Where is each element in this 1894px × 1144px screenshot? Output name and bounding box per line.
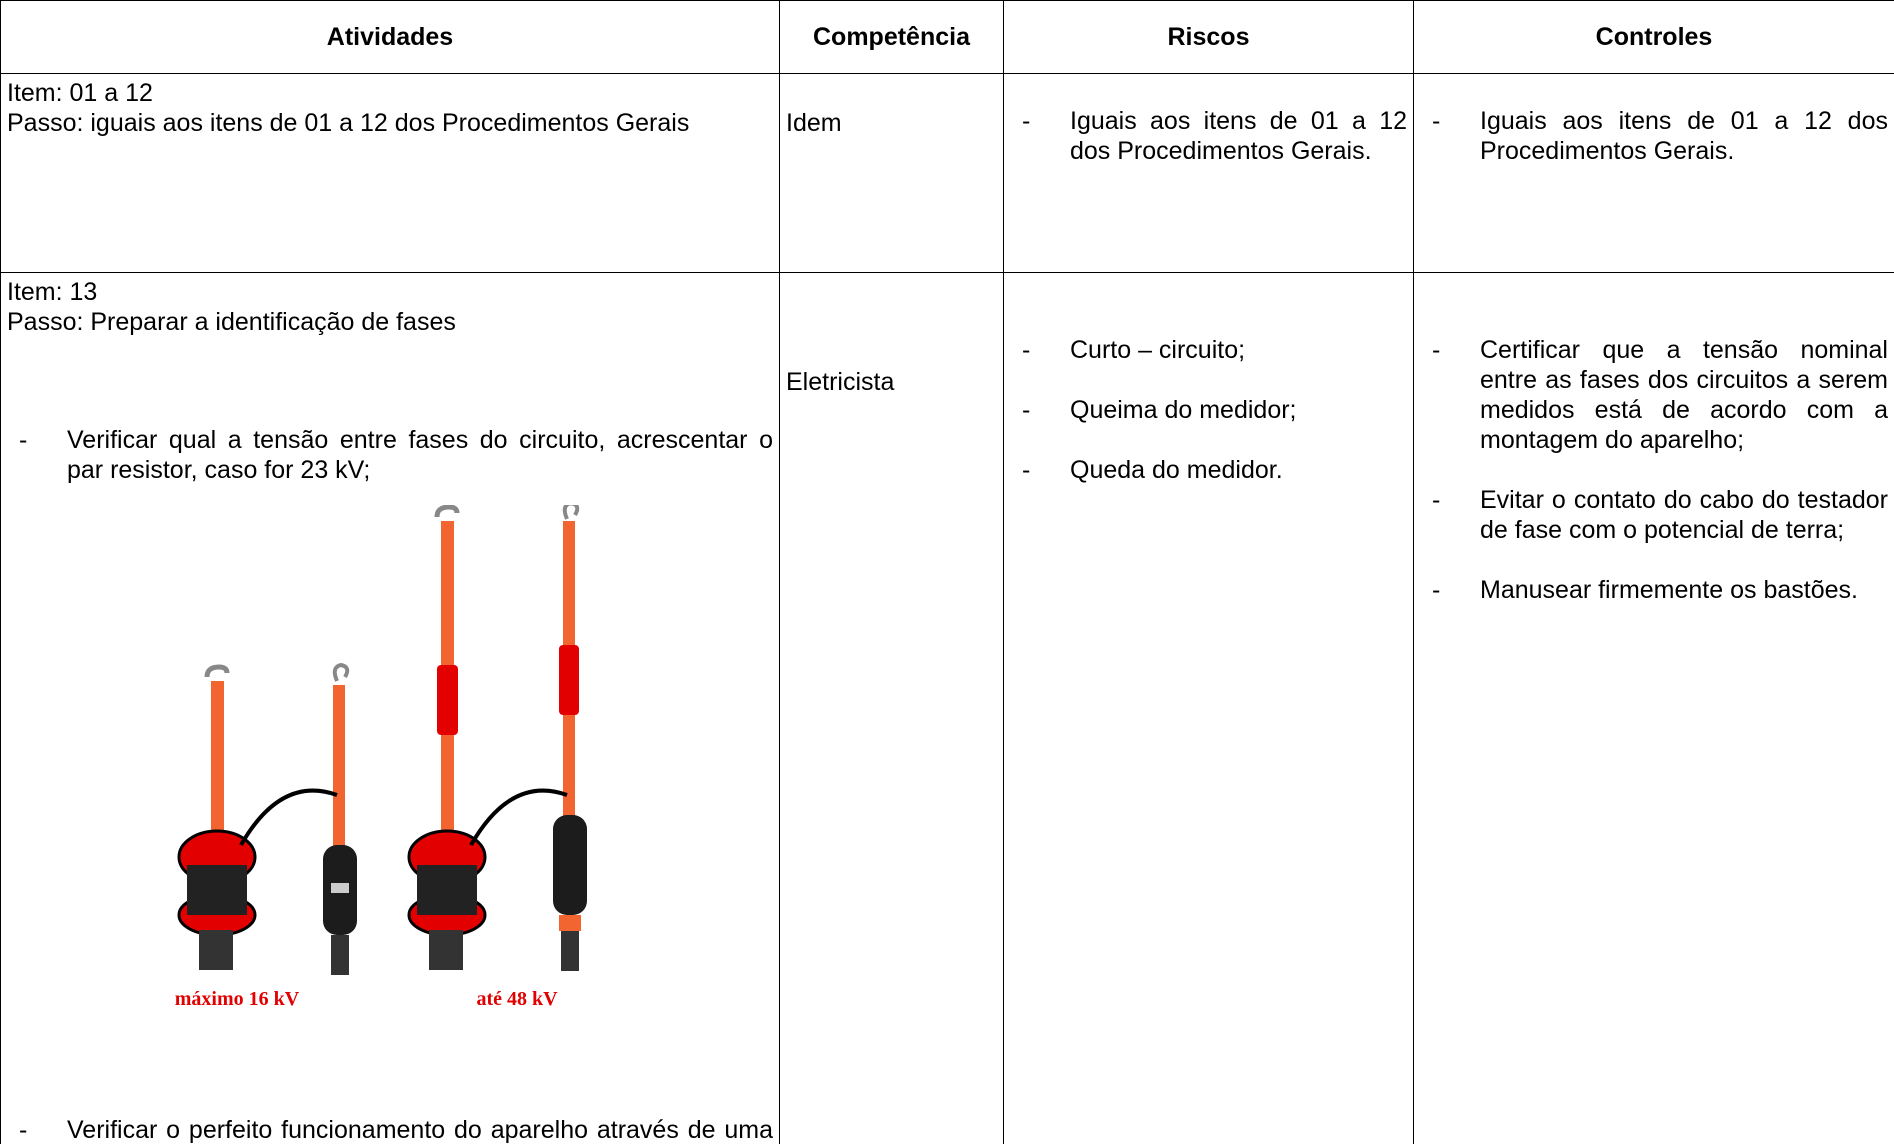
step: Verificar qual a tensão entre fases do c… <box>7 425 773 485</box>
risk: Curto – circuito; <box>1010 335 1407 365</box>
competence: Idem <box>779 73 1004 273</box>
control: Iguais aos itens de 01 a 12 dos Procedim… <box>1420 106 1888 166</box>
header-cell: Riscos <box>1003 0 1414 74</box>
step-title: Passo: Preparar a identificação de fases <box>7 308 456 336</box>
caption: máximo 16 kV <box>175 988 300 1010</box>
competence: Eletricista <box>779 272 1004 1144</box>
step-list: Verificar o perfeito funcionamento do ap… <box>7 1085 773 1144</box>
control: Evitar o contato do cabo do testador de … <box>1420 485 1888 545</box>
risks-cell: Iguais aos itens de 01 a 12 dos Procedim… <box>1003 73 1414 273</box>
activity-cell: Item: 01 a 12 Passo: iguais aos itens de… <box>0 73 780 273</box>
risks-cell: Curto – circuito; Queima do medidor; Queda… <box>1003 272 1414 1144</box>
item: Item: 13 <box>7 278 98 306</box>
step: Verificar o perfeito funcionamento do ap… <box>7 1115 773 1144</box>
caption: até 48 kV <box>476 988 558 1010</box>
controls-cell: Iguais aos itens de 01 a 12 dos Procedim… <box>1413 73 1894 273</box>
step-list: Verificar qual a tensão entre fases do c… <box>7 395 773 485</box>
control: Manusear firmemente os bastões. <box>1420 575 1888 605</box>
device-short <box>177 662 357 975</box>
risk: Queda do medidor. <box>1010 455 1407 485</box>
control: Certificar que a tensão nominal entre as… <box>1420 335 1888 455</box>
risk-list: Iguais aos itens de 01 a 12 dos Procedim… <box>1010 106 1407 166</box>
device-tall <box>407 505 587 971</box>
control-list: Certificar que a tensão nominal entre as… <box>1420 335 1888 605</box>
risk-list: Curto – circuito; Queima do medidor; Queda… <box>1010 335 1407 485</box>
step-title: Passo: iguais aos itens de 01 a 12 dos P… <box>7 109 690 137</box>
row: Item: 13 Passo: Preparar a identificação… <box>0 272 1894 1144</box>
header-cell: Atividades <box>0 0 780 74</box>
phase-tester-illustration: máximo 16 kV até 48 kV <box>175 505 587 1010</box>
risk: Iguais aos itens de 01 a 12 dos Procedim… <box>1010 106 1407 166</box>
header-row: Atividades Competência Riscos Controles <box>0 0 1894 74</box>
header-cell: Competência <box>779 0 1004 74</box>
controls-cell: Certificar que a tensão nominal entre as… <box>1413 272 1894 1144</box>
row: Item: 01 a 12 Passo: iguais aos itens de… <box>0 73 1894 273</box>
control-list: Iguais aos itens de 01 a 12 dos Procedim… <box>1420 106 1888 166</box>
activity-cell: Item: 13 Passo: Preparar a identificação… <box>0 272 780 1144</box>
item: Item: 01 a 12 <box>7 79 153 107</box>
header-cell: Controles <box>1413 0 1894 74</box>
risk: Queima do medidor; <box>1010 395 1407 425</box>
